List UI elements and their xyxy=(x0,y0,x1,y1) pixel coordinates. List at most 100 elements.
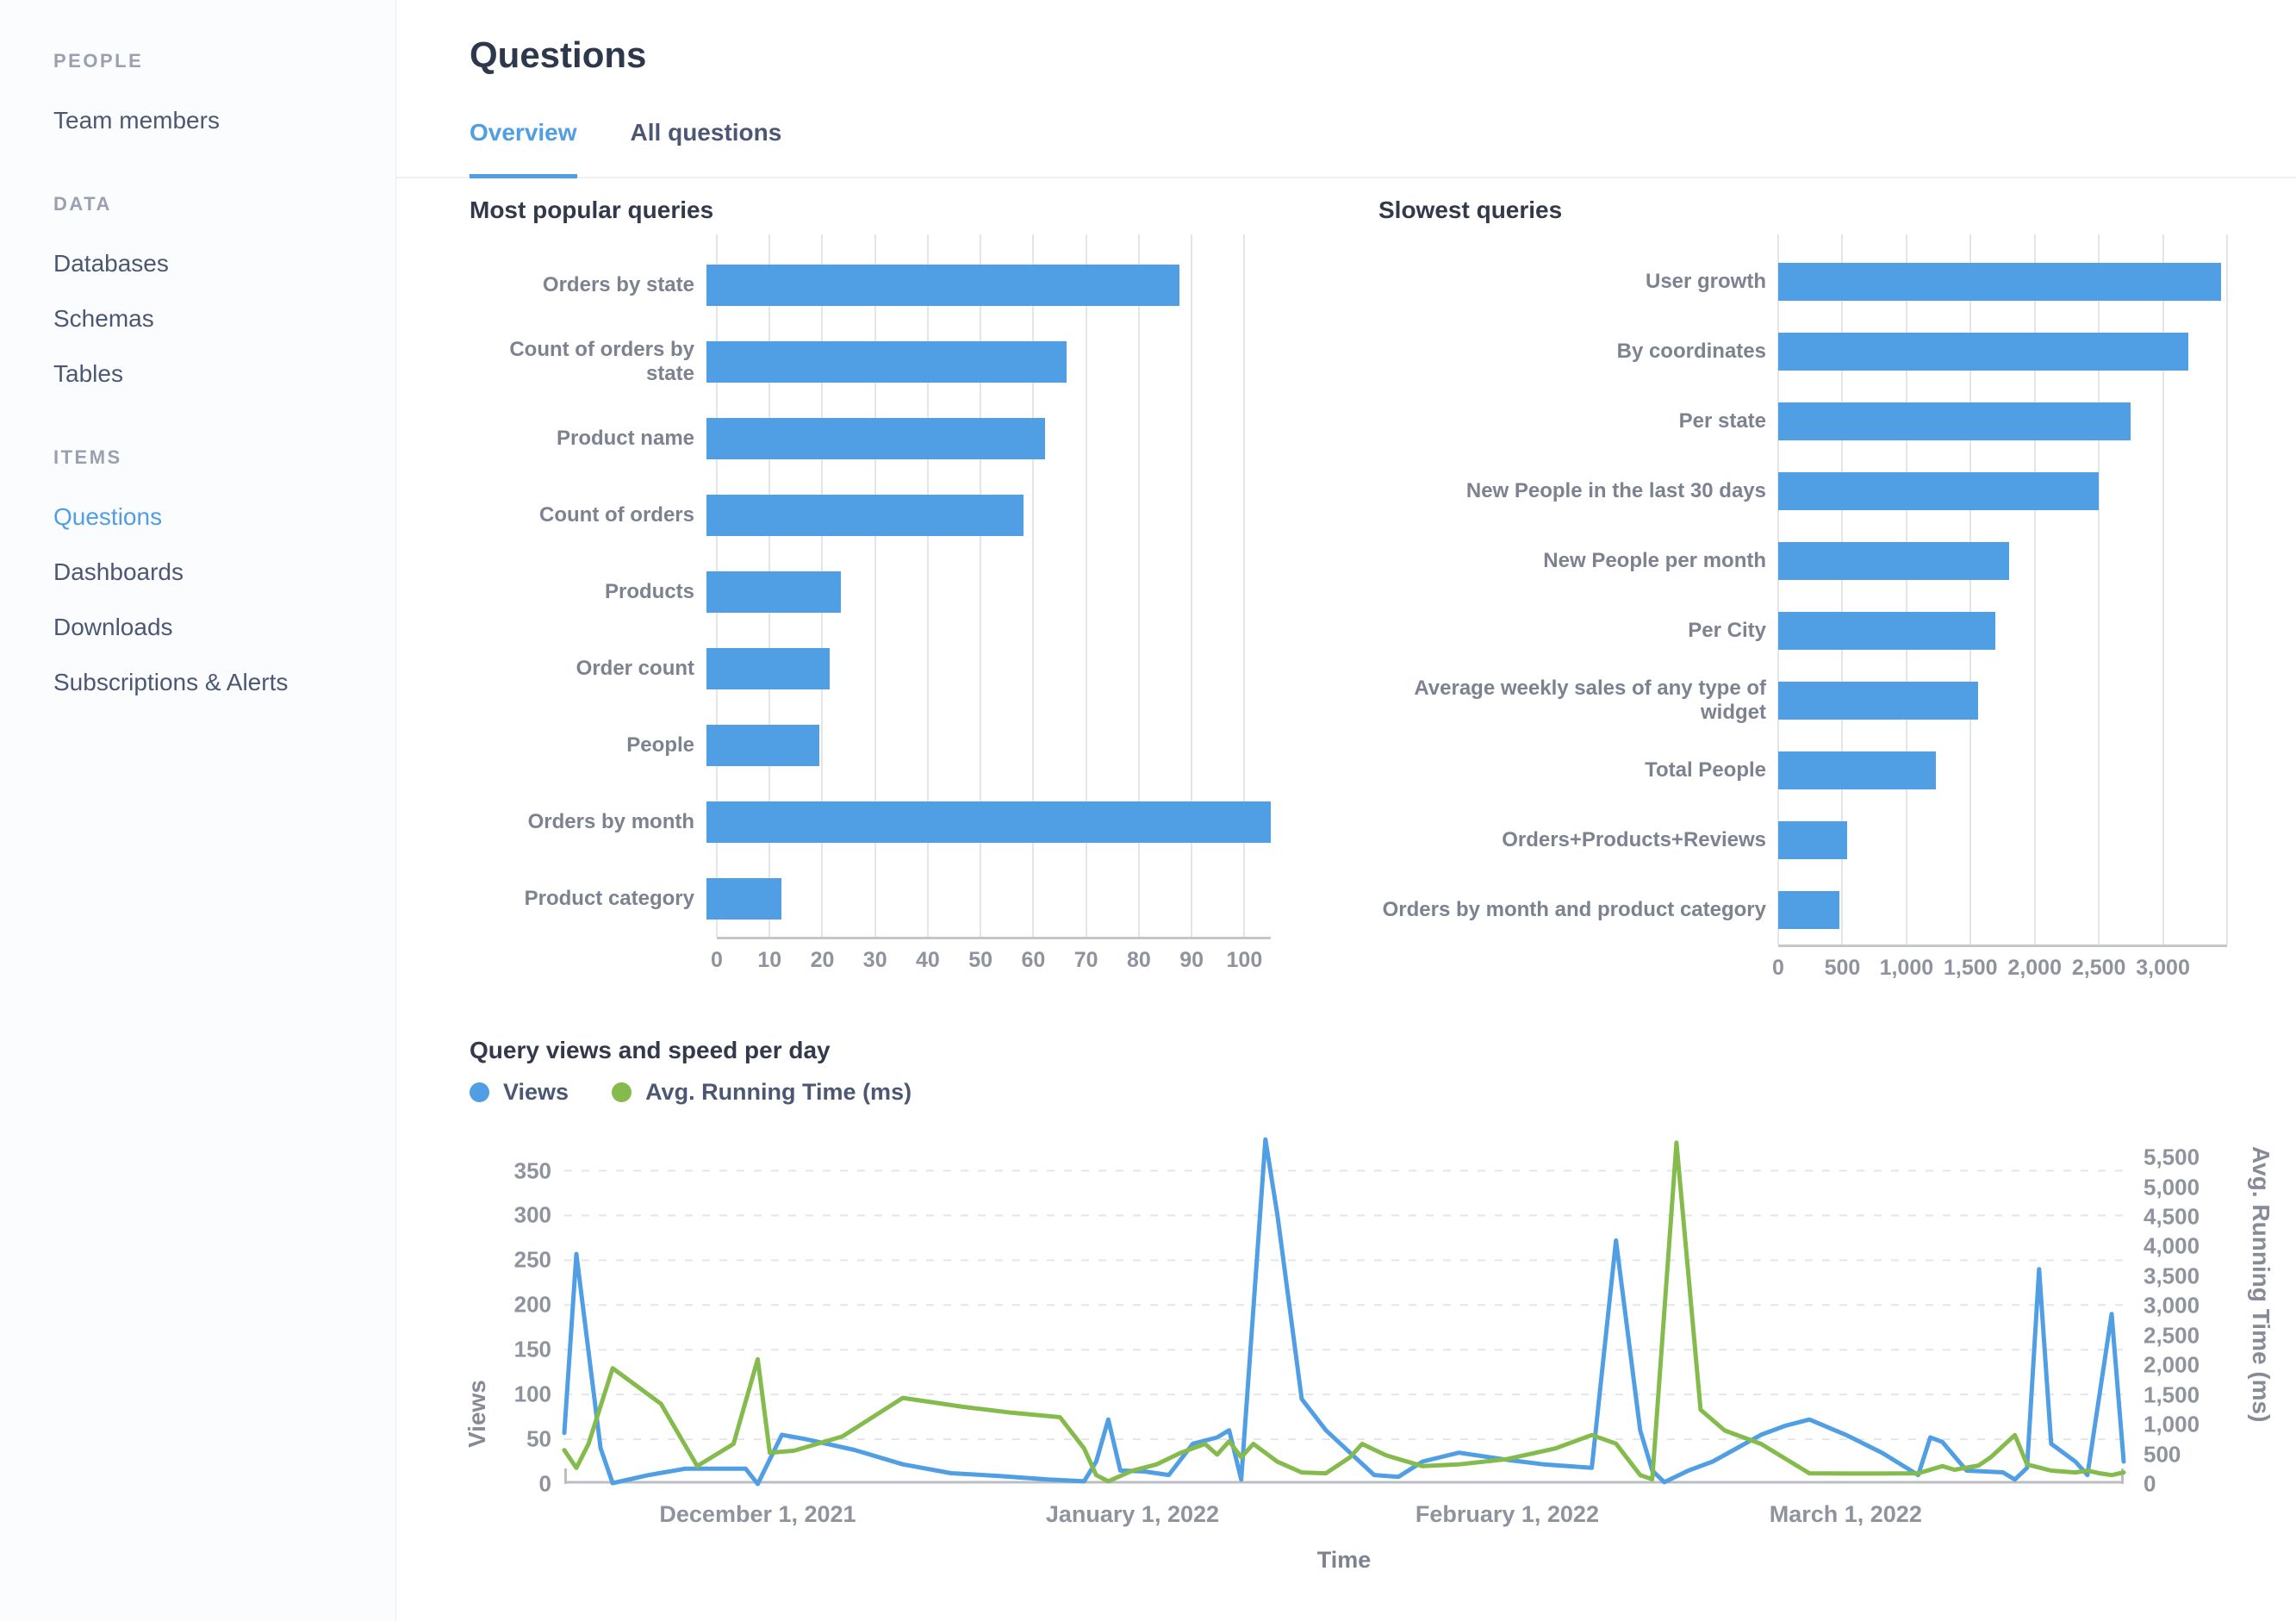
gridline xyxy=(1969,234,1972,945)
bar-row-by-coordinates: By coordinates xyxy=(1378,316,2227,386)
tab-all-questions[interactable]: All questions xyxy=(630,119,782,146)
chart-title: Slowest queries xyxy=(1378,196,1563,223)
y-tick-label: 1,000 xyxy=(2144,1411,2200,1437)
gridline xyxy=(926,234,929,937)
sidebar-sections: PEOPLE Team members DATA Databases Schemas Ta… xyxy=(53,50,361,710)
bar-axis: 0 500 1,000 1,500 2,000 2,500 3,000 xyxy=(1772,945,2227,982)
bar-row-count-of-orders-by-state: Count of orders by state xyxy=(470,323,1271,400)
bar-label: Count of orders by state xyxy=(509,337,694,385)
bar-track xyxy=(706,860,1271,937)
bar-per-state[interactable] xyxy=(1778,402,2131,440)
bar-orders-by-month[interactable] xyxy=(706,801,1271,843)
bar-track xyxy=(1778,316,2227,386)
bar-orders-products-reviews[interactable] xyxy=(1778,820,1848,859)
bar-by-coordinates[interactable] xyxy=(1778,332,2189,371)
bar-gridlines xyxy=(1777,234,2228,945)
bar-label: Average weekly sales of any type of widg… xyxy=(1414,676,1766,724)
y-tick-label: 3,500 xyxy=(2144,1263,2200,1289)
bar-row-product-name: Product name xyxy=(470,400,1271,477)
x-axis-label-time: Time xyxy=(1316,1547,1372,1573)
x-tick-label: 500 xyxy=(1824,956,1861,980)
bar-track xyxy=(1778,386,2227,456)
bar-products[interactable] xyxy=(706,570,841,613)
bar-label: Orders by state xyxy=(542,272,694,296)
most-popular-body: Orders by state Count of orders by state P… xyxy=(470,234,1271,975)
bar-row-new-people-per-month: New People per month xyxy=(1378,526,2227,595)
sidebar-item-team-members[interactable]: Team members xyxy=(53,107,220,134)
bar-track xyxy=(706,783,1271,860)
bar-track xyxy=(1778,805,2227,875)
bar-label: Order count xyxy=(576,656,694,680)
y-tick-label: 0 xyxy=(538,1470,551,1497)
sidebar-item-subscriptions-alerts[interactable]: Subscriptions & Alerts xyxy=(53,669,289,695)
y-tick-label: 200 xyxy=(513,1291,551,1318)
y-tick-label: 2,500 xyxy=(2144,1322,2200,1349)
legend-item-avg-running-time-ms[interactable]: Avg. Running Time (ms) xyxy=(612,1079,912,1106)
bar-row-average-weekly-sales-of-any-type-of-widget: Average weekly sales of any type of widg… xyxy=(1378,665,2227,735)
bar-count-of-orders[interactable] xyxy=(706,494,1024,536)
sidebar-item-schemas[interactable]: Schemas xyxy=(53,305,154,332)
sidebar-item-questions[interactable]: Questions xyxy=(53,503,163,530)
bar-row-user-growth: User growth xyxy=(1378,246,2227,316)
bar-product-category[interactable] xyxy=(706,877,782,920)
tabs: Overview All questions xyxy=(470,119,781,178)
x-tick-label: 70 xyxy=(1073,948,1098,972)
bar-average-weekly-sales-of-any-type-of-widget[interactable] xyxy=(1778,681,1979,720)
bar-row-per-state: Per state xyxy=(1378,386,2227,456)
line-series-views[interactable] xyxy=(562,1137,2126,1487)
sidebar-section-header: DATA xyxy=(53,193,112,215)
y-tick-label: 500 xyxy=(2144,1441,2181,1468)
gridline xyxy=(2162,234,2164,945)
x-tick-label: 1,000 xyxy=(1879,956,1934,980)
bar-orders-by-month-and-product-category[interactable] xyxy=(1778,890,1840,929)
bar-user-growth[interactable] xyxy=(1778,262,2221,301)
bar-order-count[interactable] xyxy=(706,647,831,689)
gridline xyxy=(1841,234,1844,945)
sidebar-section-header: PEOPLE xyxy=(53,50,144,72)
gridline xyxy=(2033,234,2036,945)
bar-new-people-in-the-last-30-days[interactable] xyxy=(1778,471,2100,510)
bar-label: Count of orders xyxy=(539,502,694,527)
bar-track xyxy=(706,553,1271,630)
bar-label: User growth xyxy=(1645,269,1766,293)
gridline xyxy=(1085,234,1087,937)
page-title: Questions xyxy=(470,34,647,75)
x-tick-label: 0 xyxy=(1772,956,1784,980)
bar-label: Orders by month xyxy=(527,809,694,833)
sidebar-item-dashboards[interactable]: Dashboards xyxy=(53,558,184,585)
main-content: Questions Overview All questions Most pop… xyxy=(396,0,2296,1621)
bar-new-people-per-month[interactable] xyxy=(1778,541,2009,580)
sidebar-item-tables[interactable]: Tables xyxy=(53,360,123,387)
bar-track xyxy=(1778,526,2227,595)
bar-total-people[interactable] xyxy=(1778,751,1937,789)
bar-people[interactable] xyxy=(706,724,819,766)
sidebar: PEOPLE Team members DATA Databases Schemas Ta… xyxy=(0,0,396,1621)
bar-track xyxy=(706,323,1271,400)
line-series-avg-running-time-ms[interactable] xyxy=(562,1140,2126,1484)
bar-track xyxy=(706,477,1271,553)
bar-product-name[interactable] xyxy=(706,417,1045,459)
sidebar-section-data: DATA Databases Schemas Tables xyxy=(53,193,361,402)
line-x-ticks: December 1, 2021 January 1, 2022 February … xyxy=(564,1501,2124,1536)
legend-label: Views xyxy=(503,1079,569,1105)
bar-label: Per City xyxy=(1688,618,1766,642)
tab-overview[interactable]: Overview xyxy=(470,119,577,178)
y-tick-label: 250 xyxy=(513,1246,551,1273)
bar-count-of-orders-by-state[interactable] xyxy=(706,340,1067,383)
tab-divider xyxy=(396,177,2296,178)
sidebar-item-databases[interactable]: Databases xyxy=(53,250,169,277)
bar-per-city[interactable] xyxy=(1778,611,1995,650)
x-tick-label: 10 xyxy=(757,948,782,972)
bar-track xyxy=(1778,875,2227,945)
y-tick-label: 5,500 xyxy=(2144,1144,2200,1170)
bar-axis: 0 10 20 30 40 50 60 70 80 90 100 xyxy=(711,937,1271,975)
bar-orders-by-state[interactable] xyxy=(706,264,1179,306)
bar-label: Products xyxy=(604,579,694,603)
bar-label: Total People xyxy=(1645,758,1766,782)
legend-item-views[interactable]: Views xyxy=(470,1079,569,1106)
line-right-ticks: 0 500 1,000 1,500 2,000 2,500 3,000 3,500 4,000 4… xyxy=(2144,1136,2247,1497)
y-tick-label: 1,500 xyxy=(2144,1381,2200,1408)
bar-row-people: People xyxy=(470,707,1271,783)
sidebar-item-downloads[interactable]: Downloads xyxy=(53,614,173,640)
